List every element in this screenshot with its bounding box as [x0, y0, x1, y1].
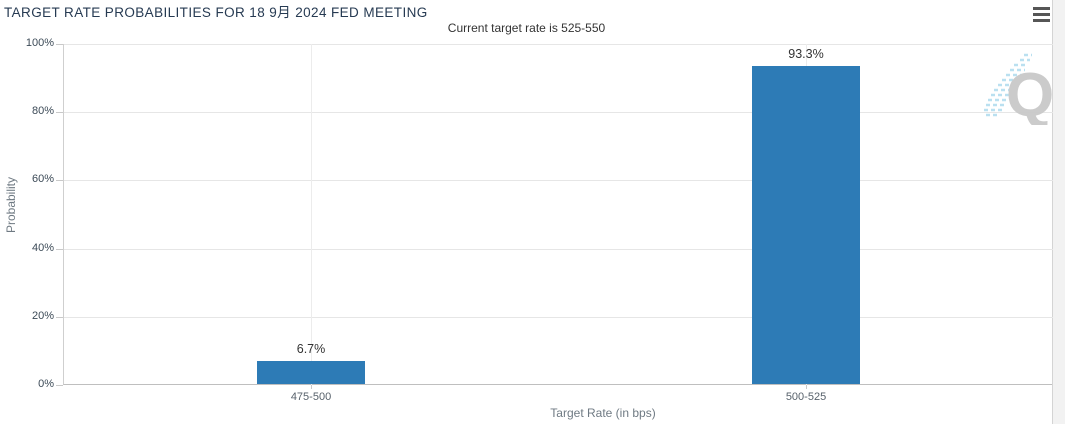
gridline-20pct: [64, 317, 1053, 318]
hamburger-menu-icon: [1033, 13, 1050, 16]
y-axis-tick: [56, 317, 63, 318]
hamburger-menu-icon: [1033, 19, 1050, 22]
gridline-80pct: [64, 112, 1053, 113]
bar-475-500[interactable]: [257, 361, 365, 384]
chart-title: TARGET RATE PROBABILITIES FOR 18 9月 2024…: [4, 5, 428, 20]
y-tick-label: 0%: [38, 378, 54, 390]
plot-area: Q 6.7% 93.3% 475-500 500-525: [63, 44, 1054, 403]
x-tick-label: 500-525: [785, 391, 827, 403]
gridline-60pct: [64, 180, 1053, 181]
y-axis-tick: [56, 385, 63, 386]
y-axis-tick: [56, 112, 63, 113]
chart-context-menu-button[interactable]: [1033, 7, 1051, 22]
y-axis-tick: [56, 249, 63, 250]
x-tick-label: 475-500: [290, 391, 332, 403]
gridline-40pct: [64, 249, 1053, 250]
y-tick-label: 20%: [31, 310, 54, 322]
y-axis-tick: [56, 44, 63, 45]
y-tick-label: 40%: [31, 242, 54, 254]
x-axis-title: Target Rate (in bps): [550, 406, 656, 420]
gridline-category-1: [311, 44, 312, 385]
y-axis-tick: [56, 180, 63, 181]
bar-500-525[interactable]: [752, 66, 860, 384]
quikstrike-watermark: Q: [984, 53, 1054, 125]
bar-value-label: 6.7%: [296, 342, 326, 356]
bar-value-label: 93.3%: [788, 47, 824, 61]
q-letter-icon: Q: [1006, 61, 1054, 125]
y-tick-label: 80%: [31, 105, 54, 117]
y-tick-label: 60%: [31, 173, 54, 185]
gridline-100pct: [64, 44, 1053, 45]
y-axis-title: Probability: [4, 176, 18, 234]
x-axis-tick: [806, 385, 807, 389]
chart-subtitle: Current target rate is 525-550: [447, 21, 606, 35]
y-tick-label: 100%: [25, 37, 54, 49]
hamburger-menu-icon: [1033, 7, 1050, 10]
speed-lines-icon: [984, 53, 1032, 117]
x-axis-tick: [311, 385, 312, 389]
